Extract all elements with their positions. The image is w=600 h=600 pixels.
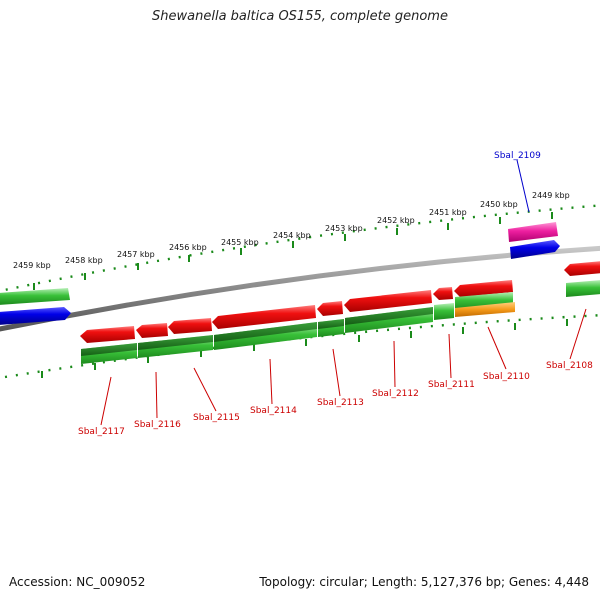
gene-labels: Sbal_2117 Sbal_2116 Sbal_2115 Sbal_2114 … bbox=[78, 361, 593, 437]
scale-label: 2451 kbp bbox=[429, 208, 467, 217]
pink-feature bbox=[508, 222, 558, 242]
scale-label: 2454 kbp bbox=[273, 231, 311, 240]
gene-segment bbox=[345, 307, 433, 325]
blue-feature-left bbox=[0, 307, 71, 325]
scale-label: 2450 kbp bbox=[480, 200, 518, 209]
callout-line bbox=[516, 159, 530, 213]
label-leaders bbox=[100, 308, 587, 426]
genome-summary-text: Topology: circular; Length: 5,127,376 bp… bbox=[259, 575, 589, 589]
cds-arrow bbox=[564, 261, 600, 276]
cds-arrow bbox=[212, 305, 316, 329]
scale-label: 2456 kbp bbox=[169, 243, 207, 252]
cds-arrow bbox=[136, 323, 168, 338]
gene-label: Sbal_2110 bbox=[483, 372, 530, 382]
cds-arrow bbox=[344, 290, 432, 312]
forward-cds-row bbox=[80, 261, 600, 343]
gene-label: Sbal_2113 bbox=[317, 398, 364, 408]
gene-label: Sbal_2115 bbox=[193, 413, 240, 423]
cds-arrow bbox=[168, 318, 212, 334]
scale-label: 2449 kbp bbox=[532, 191, 570, 200]
gene-label: Sbal_2114 bbox=[250, 406, 297, 416]
map-title: Shewanella baltica OS155, complete genom… bbox=[152, 9, 448, 24]
cds-arrow bbox=[80, 326, 135, 343]
scale-label: 2457 kbp bbox=[117, 250, 155, 259]
scale-labels: 2459 kbp 2458 kbp 2457 kbp 2456 kbp 2455… bbox=[13, 191, 570, 270]
green-feature-left bbox=[0, 288, 70, 305]
orange-feature bbox=[455, 302, 515, 317]
cds-arrow bbox=[454, 280, 513, 297]
gene-segment bbox=[434, 303, 454, 320]
inner-scale-ring bbox=[4, 314, 600, 379]
blue-feature-right bbox=[510, 240, 560, 259]
outer-scale-ring bbox=[0, 204, 600, 293]
callout-label: Sbal_2109 bbox=[494, 151, 541, 161]
green-gene-row bbox=[81, 280, 600, 364]
scale-label: 2458 kbp bbox=[65, 256, 103, 265]
scale-label: 2452 kbp bbox=[377, 216, 415, 225]
gene-label: Sbal_2116 bbox=[134, 420, 181, 430]
accession-text: Accession: NC_009052 bbox=[9, 575, 146, 589]
gene-segment bbox=[138, 335, 213, 350]
gene-label: Sbal_2111 bbox=[428, 380, 475, 390]
gene-label: Sbal_2117 bbox=[78, 427, 125, 437]
gene-label: Sbal_2108 bbox=[546, 361, 593, 371]
gene-label: Sbal_2112 bbox=[372, 389, 419, 399]
scale-label: 2459 kbp bbox=[13, 261, 51, 270]
cds-arrow bbox=[433, 287, 453, 300]
gene-segment-right bbox=[566, 280, 600, 297]
cds-arrow bbox=[317, 301, 343, 316]
gene-segment bbox=[81, 343, 137, 356]
scale-label: 2455 kbp bbox=[221, 238, 259, 247]
outer-major-ticks bbox=[33, 212, 553, 290]
scale-label: 2453 kbp bbox=[325, 224, 363, 233]
gene-segment bbox=[214, 322, 317, 342]
gene-segment bbox=[318, 319, 344, 329]
